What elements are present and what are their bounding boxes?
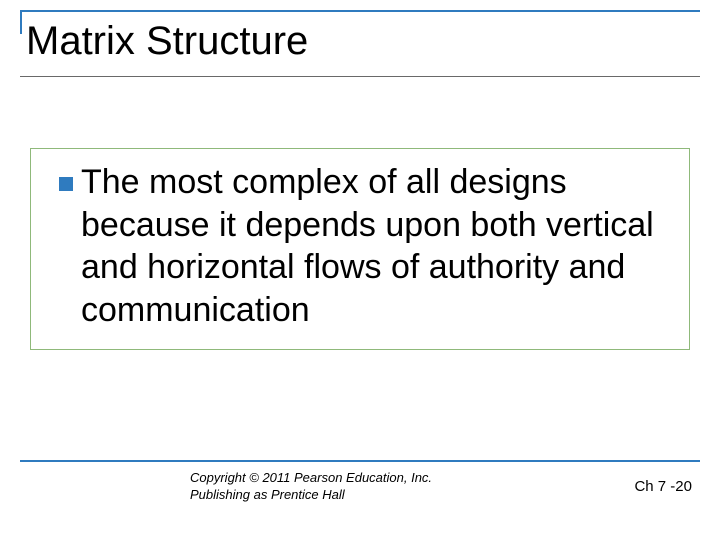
- copyright-line2: Publishing as Prentice Hall: [190, 487, 345, 502]
- slide: Matrix Structure The most complex of all…: [0, 0, 720, 540]
- content-box: The most complex of all designs because …: [30, 148, 690, 350]
- copyright-line1: Copyright © 2011 Pearson Education, Inc.: [190, 470, 432, 485]
- title-block: Matrix Structure: [20, 10, 700, 77]
- title-tick: [20, 12, 22, 34]
- body-text: The most complex of all designs because …: [81, 161, 665, 331]
- bullet-item: The most complex of all designs because …: [59, 161, 665, 331]
- square-bullet-icon: [59, 177, 73, 191]
- footer-divider: [20, 460, 700, 462]
- page-number: Ch 7 -20: [634, 478, 692, 495]
- copyright: Copyright © 2011 Pearson Education, Inc.…: [190, 470, 432, 504]
- slide-title: Matrix Structure: [20, 18, 700, 76]
- title-underline: [20, 76, 700, 77]
